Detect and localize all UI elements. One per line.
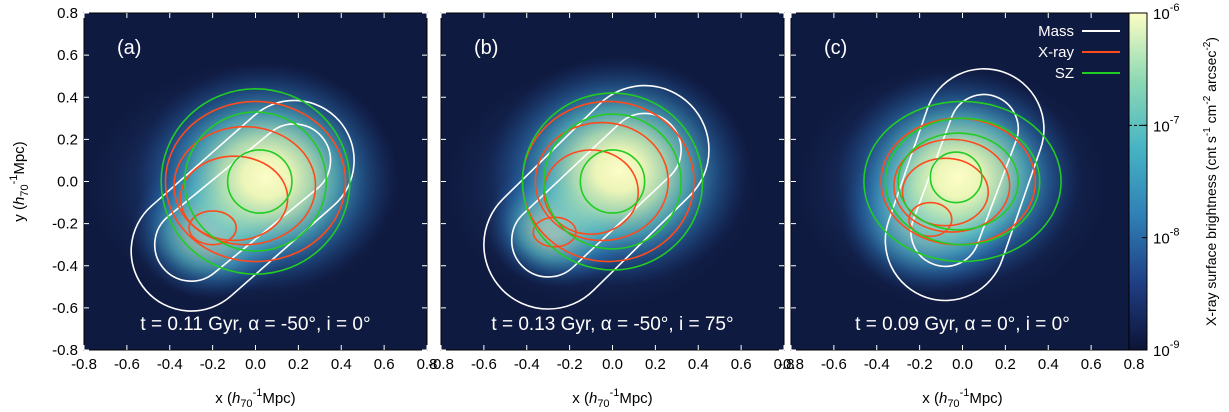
xray-contour-4 (188, 210, 238, 246)
y-axis-label: y (h70-1Mpc) (8, 141, 31, 221)
x-tick-label: -0.8 (71, 356, 97, 373)
sz-contour-3 (579, 149, 646, 214)
x-axis-label: x (h70-1Mpc) (572, 387, 652, 410)
xray-contour-1 (164, 100, 347, 263)
heatmap-source-2 (836, 69, 1081, 285)
xray-contour-2 (534, 121, 670, 242)
sz-contour-1 (521, 92, 704, 271)
x-tick-label: -0.8 (428, 356, 454, 373)
heatmap-image (84, 13, 427, 350)
y-tick-label: -0.2 (52, 216, 78, 233)
x-tick-label: 0.6 (374, 356, 395, 373)
x-tick-label: 0.8 (1124, 356, 1145, 373)
y-tick-label: -0.4 (52, 258, 78, 275)
colorbar-gradient (1128, 12, 1148, 351)
y-tick-label: -0.6 (52, 300, 78, 317)
x-tick-label: 0.8 (774, 356, 795, 373)
x-tick-label: -0.8 (778, 356, 804, 373)
y-tick-label: 0.2 (57, 131, 78, 148)
colorbar-tick-label: 10-6 (1153, 2, 1179, 23)
x-tick-label: -0.4 (864, 356, 890, 373)
sz-contour-2 (884, 117, 1041, 246)
colorbar-tick-label: 10-7 (1153, 114, 1179, 135)
heatmap-source-2 (135, 62, 397, 292)
colorbar-label: X-ray surface brightness (cnt s-1 cm-2 a… (1202, 37, 1219, 326)
x-tick-label: 0.0 (952, 356, 973, 373)
panel-caption: t = 0.09 Gyr, α = 0°, i = 0° (855, 314, 1070, 335)
x-tick-label: -0.6 (114, 356, 140, 373)
x-tick-label: 0.2 (288, 356, 309, 373)
sz-contour-1 (160, 88, 351, 275)
x-tick-label: -0.2 (907, 356, 933, 373)
xray-contour-3 (901, 157, 990, 227)
panel-caption: t = 0.11 Gyr, α = -50°, i = 0° (140, 314, 370, 335)
sz-contour-3 (897, 132, 1020, 231)
sz-contour-2 (543, 113, 682, 250)
x-tick-label: 0.6 (731, 356, 752, 373)
x-tick-label: -0.6 (821, 356, 847, 373)
sz-contour-4 (929, 151, 983, 204)
panel-a: -0.8 -0.6 -0.4 -0.2 0.0 0.2 0.4 0.6 0.8 0.8 0.6 0.4… (8, 5, 437, 410)
xray-contour-4 (908, 201, 953, 238)
x-tick-label: -0.4 (514, 356, 540, 373)
x-tick-label: 0.6 (1081, 356, 1102, 373)
x-tick-label: 0.2 (995, 356, 1016, 373)
y-tick-label: -0.8 (52, 342, 78, 359)
contours (130, 88, 355, 312)
legend: Mass X-ray SZ (1038, 23, 1120, 82)
x-tick-label: -0.4 (157, 356, 183, 373)
colorbar-tick-label: 10-8 (1153, 227, 1179, 248)
x-tick-label: -0.2 (557, 356, 583, 373)
panel-label: (b) (474, 37, 498, 59)
x-tick-label: 0.0 (245, 356, 266, 373)
x-tick-label: 0.8 (417, 356, 438, 373)
sz-contour-1 (863, 100, 1062, 263)
legend-label: SZ (1055, 65, 1074, 82)
y-tick-label: 0.6 (57, 47, 78, 64)
xray-contour-2 (893, 138, 1011, 233)
x-tick-label: -0.6 (471, 356, 497, 373)
contours (863, 68, 1062, 302)
heatmap-image (791, 13, 1134, 350)
x-tick-label: 0.4 (688, 356, 709, 373)
panel-label: (a) (117, 37, 141, 59)
mass-contour-1 (130, 99, 355, 312)
x-axis-label: x (h70-1Mpc) (922, 387, 1002, 410)
y-tick-label: 0.8 (57, 5, 78, 22)
xray-contour-2 (173, 125, 317, 246)
y-tick-label: 0.4 (57, 89, 78, 106)
panel-c: -0.8 -0.6 -0.4 -0.2 0.0 0.2 0.4 0.6 0.8 x (h70-1M… (778, 12, 1145, 410)
mass-contour-2 (510, 112, 682, 278)
x-tick-label: 0.4 (331, 356, 352, 373)
panel-caption: t = 0.13 Gyr, α = -50°, i = 75° (491, 314, 733, 335)
x-tick-label: -0.2 (200, 356, 226, 373)
panel-label: (c) (824, 37, 847, 59)
panel-b: -0.8 -0.6 -0.4 -0.2 0.0 0.2 0.4 0.6 0.8 x (h70-1M… (428, 12, 795, 410)
x-tick-label: 0.4 (1038, 356, 1059, 373)
sz-contour-3 (226, 149, 293, 214)
contours (483, 84, 710, 310)
mass-contour-1 (884, 68, 1045, 302)
colorbar-tick-label: 10-9 (1153, 339, 1179, 360)
x-axis-label: x (h70-1Mpc) (215, 387, 295, 410)
mass-contour-2 (153, 123, 332, 282)
x-tick-label: 0.2 (645, 356, 666, 373)
heatmap-image (441, 13, 784, 350)
x-tick-label: 0.0 (602, 356, 623, 373)
legend-label: X-ray (1038, 44, 1074, 61)
legend-label: Mass (1038, 23, 1074, 40)
sz-contour-2 (183, 111, 328, 252)
y-tick-label: 0.0 (57, 174, 78, 191)
